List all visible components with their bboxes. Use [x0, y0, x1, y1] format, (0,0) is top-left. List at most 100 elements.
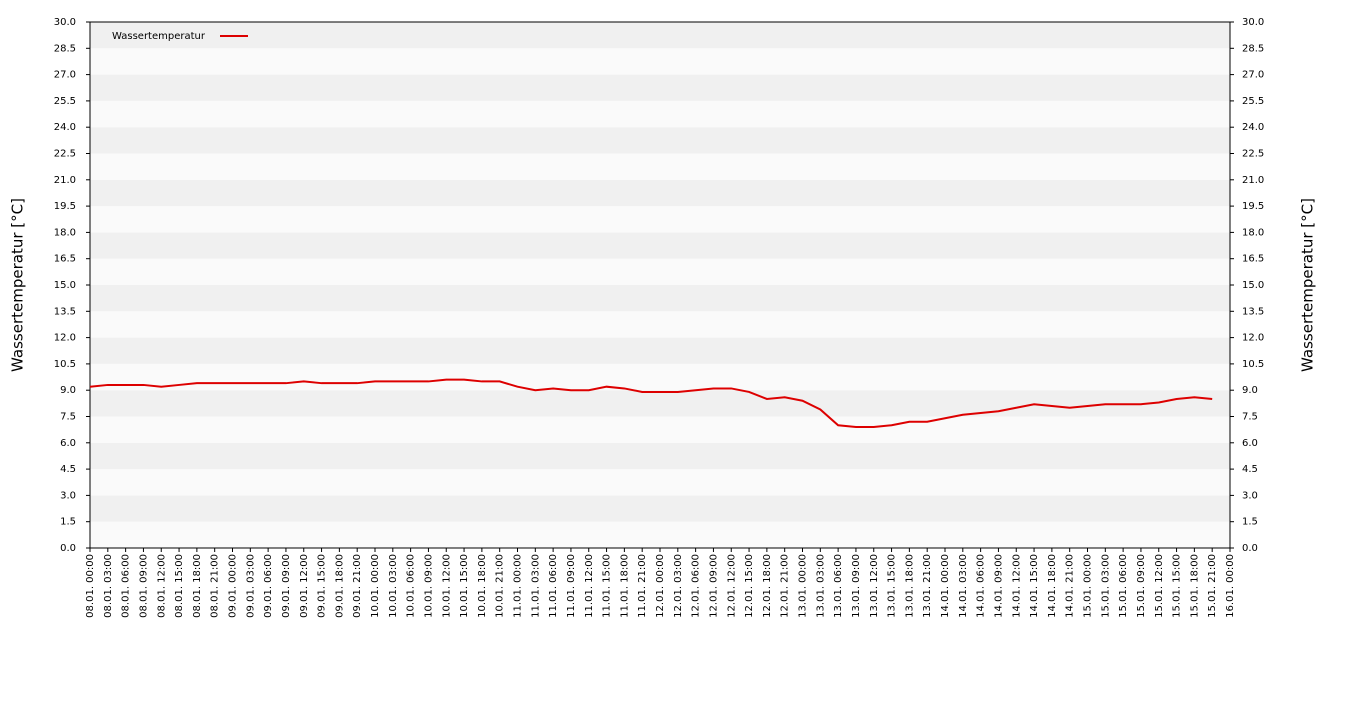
x-tick-label: 09.01. 06:00 [263, 554, 274, 618]
x-tick-label: 13.01. 00:00 [798, 554, 809, 618]
y2-tick-label: 28.5 [1242, 43, 1264, 54]
x-tick-label: 13.01. 18:00 [904, 554, 915, 618]
x-tick-label: 11.01. 03:00 [530, 554, 541, 618]
band [90, 74, 1230, 101]
x-tick-label: 09.01. 15:00 [317, 554, 328, 618]
x-tick-label: 14.01. 15:00 [1029, 554, 1040, 618]
y-tick-label: 28.5 [54, 43, 76, 54]
y-tick-label: 3.0 [60, 490, 76, 501]
x-tick-label: 13.01. 09:00 [851, 554, 862, 618]
x-tick-label: 08.01. 18:00 [192, 554, 203, 618]
x-tick-label: 11.01. 15:00 [602, 554, 613, 618]
y2-tick-label: 0.0 [1242, 543, 1258, 554]
y2-tick-label: 25.5 [1242, 96, 1264, 107]
line [89, 378, 1213, 429]
x-tick-label: 08.01. 06:00 [121, 554, 132, 618]
y2-tick-label: 27.0 [1242, 70, 1264, 81]
x-tick-label: 13.01. 06:00 [833, 554, 844, 618]
x-tick-label: 14.01. 12:00 [1011, 554, 1022, 618]
x-tick-label: 10.01. 09:00 [423, 554, 434, 618]
x-tick-label: 09.01. 18:00 [334, 554, 345, 618]
x-tick-label: 10.01. 21:00 [495, 554, 506, 618]
y-tick-label: 12.0 [54, 333, 76, 344]
y2-tick-label: 9.0 [1242, 385, 1258, 396]
band [90, 179, 1230, 207]
band [90, 469, 1230, 496]
y2-tick-label: 30.0 [1242, 17, 1264, 28]
x-tick-label: 11.01. 06:00 [548, 554, 559, 618]
y2-tick-label: 19.5 [1242, 201, 1264, 212]
y-tick-label: 10.5 [54, 359, 76, 370]
y-tick-label: 24.0 [54, 122, 76, 133]
y-tick-label: 13.5 [54, 306, 76, 317]
x-tick-label: 15.01. 06:00 [1118, 554, 1129, 618]
y-tick-label: 0.0 [60, 543, 76, 554]
x-tick-label: 15.01. 09:00 [1136, 554, 1147, 618]
x-tick-label: 09.01. 09:00 [281, 554, 292, 618]
x-tick-label: 12.01. 15:00 [744, 554, 755, 618]
x-tick-label: 12.01. 12:00 [726, 554, 737, 618]
y2-tick-label: 13.5 [1242, 306, 1264, 317]
x-tick-label: 15.01. 03:00 [1100, 554, 1111, 618]
y-tick-label: 25.5 [54, 96, 76, 107]
y-tick-label: 27.0 [54, 70, 76, 81]
x-tick-label: 08.01. 12:00 [156, 554, 167, 618]
legend-label: Wassertemperatur [112, 31, 206, 42]
x-tick-label: 08.01. 09:00 [138, 554, 149, 618]
y2-tick-label: 4.5 [1242, 464, 1258, 475]
band [90, 100, 1230, 128]
x-tick-label: 12.01. 03:00 [673, 554, 684, 618]
y2-axis-title: Wassertemperatur [°C] [1299, 198, 1317, 372]
x-tick-label: 15.01. 18:00 [1189, 554, 1200, 618]
x-tick-label: 14.01. 03:00 [958, 554, 969, 618]
y-tick-label: 22.5 [54, 149, 76, 160]
band [90, 521, 1230, 548]
x-tick-label: 12.01. 21:00 [780, 554, 791, 618]
y2-tick-label: 6.0 [1242, 438, 1258, 449]
y2-tick-label: 24.0 [1242, 122, 1264, 133]
y-tick-label: 19.5 [54, 201, 76, 212]
y-tick-label: 4.5 [60, 464, 76, 475]
y-tick-label: 1.5 [60, 517, 76, 528]
x-tick-label: 11.01. 18:00 [619, 554, 630, 618]
x-tick-label: 08.01. 03:00 [103, 554, 114, 618]
x-tick-label: 15.01. 00:00 [1083, 554, 1094, 618]
x-tick-label: 13.01. 21:00 [922, 554, 933, 618]
x-tick-label: 13.01. 12:00 [869, 554, 880, 618]
x-tick-label: 10.01. 12:00 [441, 554, 452, 618]
x-tick-label: 10.01. 15:00 [459, 554, 470, 618]
y2-tick-label: 22.5 [1242, 149, 1264, 160]
x-tick-label: 08.01. 21:00 [210, 554, 221, 618]
band [90, 363, 1230, 391]
y-tick-label: 16.5 [54, 254, 76, 265]
x-tick-label: 08.01. 00:00 [85, 554, 96, 618]
band [90, 337, 1230, 364]
x-tick-label: 12.01. 09:00 [708, 554, 719, 618]
x-tick-label: 09.01. 03:00 [245, 554, 256, 618]
y2-tick-label: 21.0 [1242, 175, 1264, 186]
band [90, 232, 1230, 259]
band [90, 285, 1230, 312]
y2-tick-label: 10.5 [1242, 359, 1264, 370]
y2-tick-label: 3.0 [1242, 490, 1258, 501]
y2-tick-label: 12.0 [1242, 333, 1264, 344]
y-tick-label: 21.0 [54, 175, 76, 186]
band [90, 48, 1230, 75]
band [90, 258, 1230, 285]
x-tick-label: 10.01. 06:00 [406, 554, 417, 618]
y-axis-title: Wassertemperatur [°C] [9, 198, 27, 372]
y-tick-label: 6.0 [60, 438, 76, 449]
band [90, 416, 1230, 443]
y2-tick-label: 7.5 [1242, 412, 1258, 423]
x-tick-label: 12.01. 06:00 [691, 554, 702, 618]
y-tick-label: 15.0 [54, 280, 76, 291]
y2-tick-label: 1.5 [1242, 517, 1258, 528]
band [90, 311, 1230, 338]
y-tick-label: 30.0 [54, 17, 76, 28]
x-tick-label: 09.01. 00:00 [228, 554, 239, 618]
x-tick-label: 15.01. 15:00 [1172, 554, 1183, 618]
x-tick-label: 11.01. 12:00 [584, 554, 595, 618]
y2-tick-label: 16.5 [1242, 254, 1264, 265]
y-tick-label: 18.0 [54, 227, 76, 238]
